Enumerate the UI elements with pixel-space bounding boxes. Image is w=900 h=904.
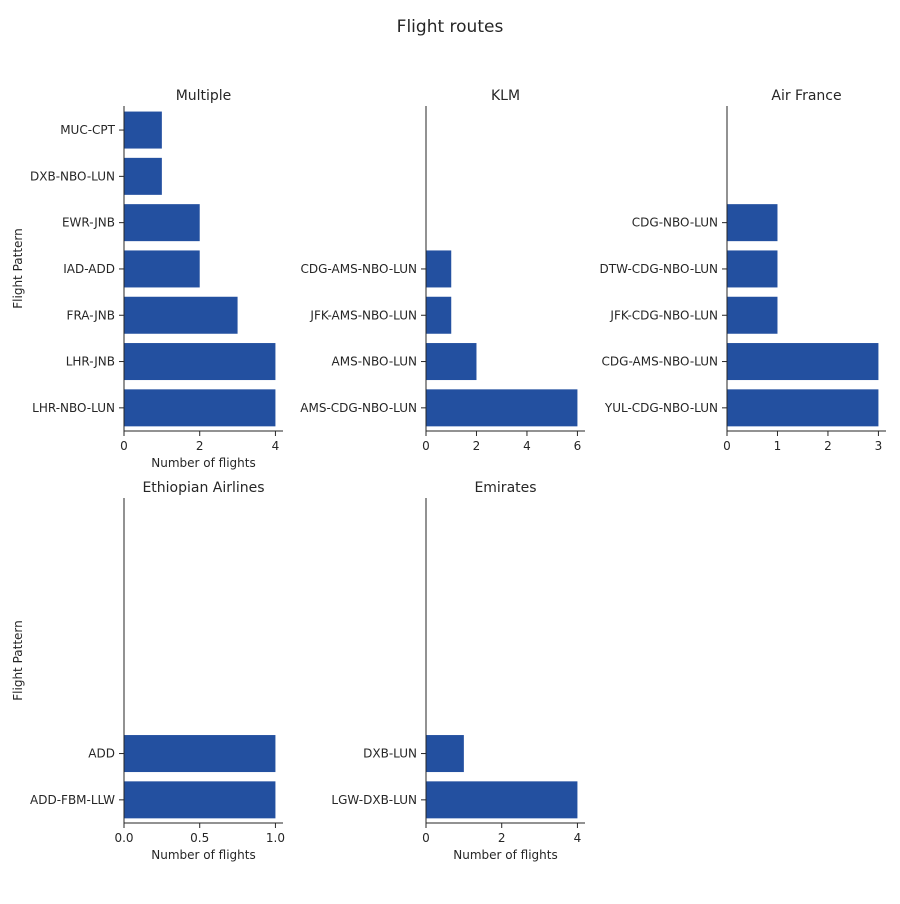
- x-tick-label: 0: [120, 439, 128, 453]
- y-tick-label: DXB-NBO-LUN: [30, 169, 115, 183]
- bar: [426, 250, 452, 288]
- bar: [124, 157, 162, 195]
- x-axis-label: Number of flights: [151, 848, 255, 862]
- y-tick-label: MUC-CPT: [60, 123, 115, 137]
- x-tick-label: 0: [723, 439, 731, 453]
- y-tick-label: EWR-JNB: [62, 216, 115, 230]
- y-tick-label: DTW-CDG-NBO-LUN: [600, 262, 718, 276]
- figure-title: Flight routes: [397, 17, 504, 37]
- bar: [426, 389, 578, 427]
- bar: [426, 781, 578, 819]
- bar: [426, 735, 464, 773]
- y-tick-label: YUL-CDG-NBO-LUN: [604, 401, 718, 415]
- bar: [124, 296, 238, 334]
- y-tick-label: ADD: [88, 747, 115, 761]
- x-tick-label: 2: [824, 439, 832, 453]
- x-axis-label: Number of flights: [151, 456, 255, 470]
- bar: [727, 389, 879, 427]
- x-tick-label: 4: [272, 439, 280, 453]
- y-tick-label: FRA-JNB: [67, 308, 115, 322]
- x-tick-label: 3: [875, 439, 883, 453]
- x-tick-label: 2: [196, 439, 204, 453]
- bar: [124, 735, 276, 773]
- y-tick-label: JFK-AMS-NBO-LUN: [309, 308, 417, 322]
- x-tick-label: 1: [774, 439, 782, 453]
- x-axis-label: Number of flights: [453, 848, 557, 862]
- y-tick-label: DXB-LUN: [363, 747, 417, 761]
- x-tick-label: 0.0: [114, 831, 133, 845]
- x-tick-label: 0.5: [190, 831, 209, 845]
- x-tick-label: 4: [523, 439, 531, 453]
- x-tick-label: 0: [422, 439, 430, 453]
- y-tick-label: AMS-CDG-NBO-LUN: [300, 401, 417, 415]
- panel-title: Air France: [771, 88, 841, 104]
- y-tick-label: LGW-DXB-LUN: [331, 793, 417, 807]
- bar: [727, 296, 778, 334]
- bar: [124, 204, 200, 242]
- x-tick-label: 4: [574, 831, 582, 845]
- panel-title: Emirates: [474, 480, 536, 496]
- x-tick-label: 2: [498, 831, 506, 845]
- y-tick-label: CDG-AMS-NBO-LUN: [301, 262, 417, 276]
- bar: [124, 111, 162, 149]
- bar: [727, 204, 778, 242]
- y-tick-label: JFK-CDG-NBO-LUN: [609, 308, 718, 322]
- y-tick-label: LHR-NBO-LUN: [32, 401, 115, 415]
- x-tick-label: 0: [422, 831, 430, 845]
- bar: [426, 296, 452, 334]
- y-tick-label: ADD-FBM-LLW: [30, 793, 115, 807]
- bar: [124, 781, 276, 819]
- bar: [124, 389, 276, 427]
- x-tick-label: 1.0: [266, 831, 285, 845]
- bar: [124, 250, 200, 288]
- x-tick-label: 2: [473, 439, 481, 453]
- y-tick-label: CDG-AMS-NBO-LUN: [602, 355, 718, 369]
- bar: [727, 250, 778, 288]
- x-tick-label: 6: [574, 439, 582, 453]
- bar: [727, 343, 879, 381]
- panel-title: Multiple: [176, 88, 232, 104]
- panel-title: Ethiopian Airlines: [142, 480, 264, 496]
- y-tick-label: CDG-NBO-LUN: [632, 216, 718, 230]
- bar: [426, 343, 477, 381]
- y-tick-label: AMS-NBO-LUN: [332, 355, 417, 369]
- y-axis-label: Flight Pattern: [11, 620, 25, 700]
- bar: [124, 343, 276, 381]
- y-tick-label: IAD-ADD: [63, 262, 115, 276]
- panel-title: KLM: [491, 88, 520, 104]
- y-tick-label: LHR-JNB: [66, 355, 115, 369]
- y-axis-label: Flight Pattern: [11, 228, 25, 308]
